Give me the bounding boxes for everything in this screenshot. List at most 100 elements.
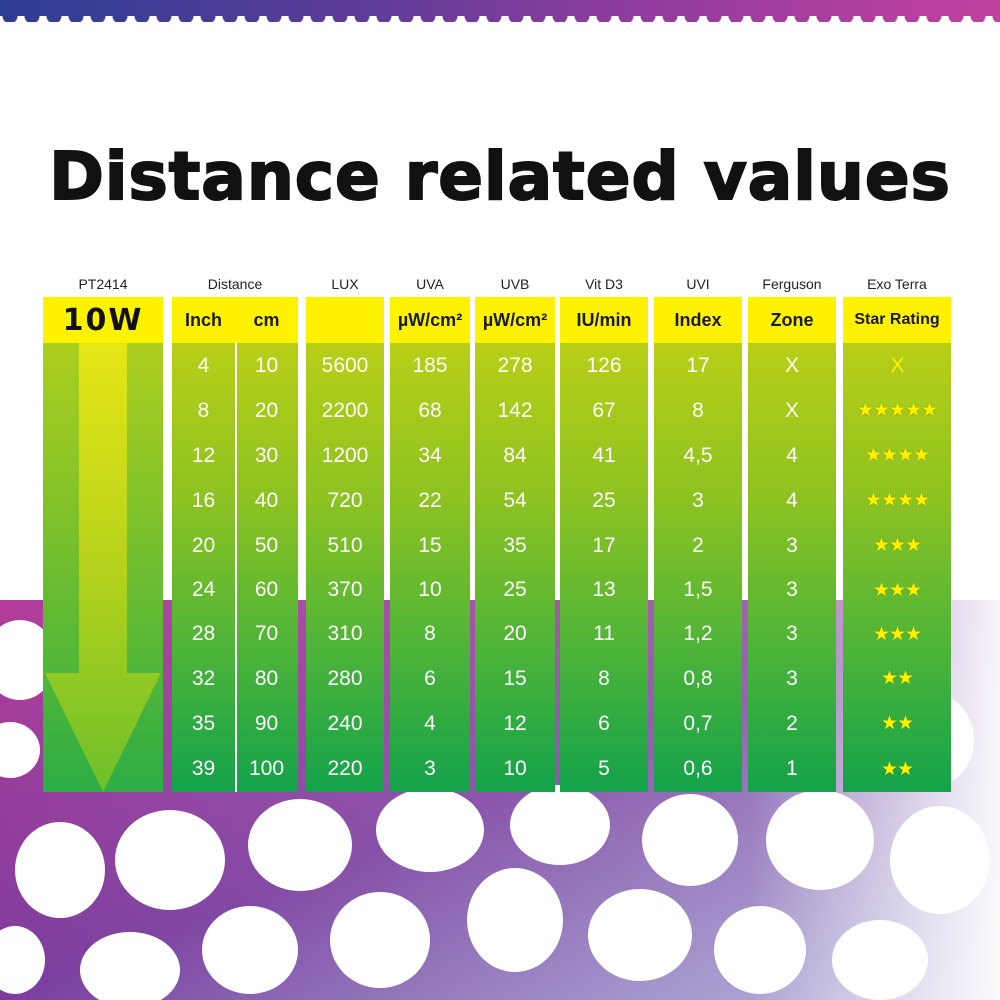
header-ferguson: Zone (748, 297, 836, 343)
header-exoterra: Star Rating (843, 297, 951, 343)
column-label-uva: UVA (416, 276, 444, 292)
cell-exoterra: ★★★ (872, 623, 922, 645)
cell-exoterra: ★★ (880, 713, 914, 734)
cell-ferguson: X (784, 398, 799, 422)
cell-cm: 20 (254, 398, 279, 422)
cell-vitd3: 11 (593, 622, 615, 645)
header-inch: Inch (172, 297, 235, 343)
cell-inch: 4 (197, 353, 210, 377)
cell-vitd3: 8 (598, 666, 610, 690)
exoterra-column-bg (843, 343, 951, 792)
cell-ferguson: 4 (786, 443, 798, 467)
cell-vitd3: 13 (592, 578, 616, 601)
cell-lux: 2200 (321, 398, 369, 422)
cell-uvi: 4,5 (683, 443, 713, 467)
cell-lux: 370 (327, 578, 363, 601)
column-label-distance: Distance (207, 276, 263, 292)
cell-ferguson: 3 (786, 578, 798, 601)
column-label-model: PT2414 (78, 276, 128, 292)
cell-uvi: 1,2 (683, 622, 713, 645)
cell-exoterra: ★★★ (872, 535, 922, 556)
cell-inch: 35 (191, 711, 216, 735)
lux-column-bg (306, 343, 384, 792)
cell-uva: 185 (412, 353, 448, 377)
cell-lux: 220 (327, 757, 363, 780)
cell-uvi: 8 (692, 398, 704, 422)
down-arrow-icon (45, 343, 161, 792)
cell-uva: 6 (424, 666, 436, 690)
cell-uvi: 0,6 (683, 757, 713, 780)
cell-uva: 8 (424, 622, 436, 645)
cell-uvi: 17 (686, 353, 710, 377)
uva-column-bg (390, 343, 470, 792)
cell-lux: 240 (327, 711, 363, 735)
cell-uvb: 278 (497, 353, 533, 377)
cell-uvi: 2 (692, 533, 704, 557)
cell-uvb: 15 (503, 666, 527, 690)
cell-ferguson: 3 (786, 666, 798, 690)
cell-vitd3: 5 (598, 757, 610, 780)
column-label-exoterra: Exo Terra (867, 276, 927, 292)
cell-exoterra: ★★ (880, 758, 914, 780)
cell-exoterra: ★★★★ (864, 490, 930, 511)
cell-cm: 10 (254, 353, 279, 377)
cell-uva: 68 (418, 398, 442, 422)
cell-inch: 20 (191, 533, 216, 557)
cell-uvi: 0,8 (683, 666, 713, 690)
cell-cm: 100 (248, 757, 285, 780)
cell-uvb: 10 (503, 757, 527, 780)
cell-ferguson: 3 (786, 622, 798, 645)
cell-lux: 5600 (321, 353, 369, 377)
cell-exoterra: ★★ (880, 668, 914, 689)
cell-uvb: 20 (503, 622, 527, 645)
cell-vitd3: 126 (586, 353, 622, 377)
cell-cm: 70 (254, 622, 279, 645)
cell-exoterra: ★★★ (872, 579, 922, 601)
cell-cm: 60 (254, 578, 279, 601)
cell-uva: 10 (418, 578, 442, 601)
vitd3-column-bg (560, 343, 648, 792)
cell-uva: 22 (418, 488, 442, 512)
cell-cm: 90 (254, 711, 279, 735)
cell-vitd3: 6 (598, 711, 610, 735)
header-uva: µW/cm² (390, 297, 470, 343)
cell-cm: 50 (254, 533, 279, 557)
cell-vitd3: 67 (592, 398, 616, 422)
cell-cm: 30 (254, 443, 279, 467)
cell-cm: 40 (254, 488, 279, 512)
header-lux (306, 297, 384, 343)
ferguson-column-bg (748, 343, 836, 792)
cell-uvb: 84 (503, 443, 527, 467)
header-uvi: Index (654, 297, 742, 343)
cell-uva: 15 (418, 533, 442, 557)
cell-inch: 24 (191, 578, 216, 601)
cell-inch: 39 (191, 757, 216, 780)
cell-ferguson: X (784, 353, 799, 377)
cell-exoterra: ★★★★★ (856, 400, 938, 421)
cell-uvb: 35 (503, 533, 527, 557)
column-label-ferguson: Ferguson (762, 276, 822, 292)
cell-vitd3: 25 (592, 488, 616, 512)
cell-uvi: 1,5 (683, 578, 713, 601)
cell-uva: 34 (418, 443, 442, 467)
cell-uvb: 54 (503, 488, 527, 512)
cell-lux: 310 (327, 622, 363, 645)
cell-uvb: 142 (497, 398, 533, 422)
page-title: Distance related values (48, 137, 951, 216)
cell-uva: 3 (424, 757, 436, 780)
cell-vitd3: 41 (592, 443, 616, 467)
wattage-label: 10W (43, 297, 163, 343)
cell-inch: 16 (191, 488, 216, 512)
wattage-arrow-panel: 10W (43, 297, 163, 792)
cell-uva: 4 (424, 711, 436, 735)
cell-inch: 32 (191, 666, 216, 690)
cell-lux: 510 (327, 533, 363, 557)
distance-column-bg (172, 343, 298, 792)
header-cm: cm (235, 297, 298, 343)
column-label-uvb: UVB (500, 276, 530, 292)
cell-ferguson: 1 (786, 757, 798, 780)
cell-lux: 720 (327, 488, 363, 512)
header-uvb: µW/cm² (475, 297, 555, 343)
cell-uvi: 3 (692, 488, 704, 512)
cell-ferguson: 3 (786, 533, 798, 557)
